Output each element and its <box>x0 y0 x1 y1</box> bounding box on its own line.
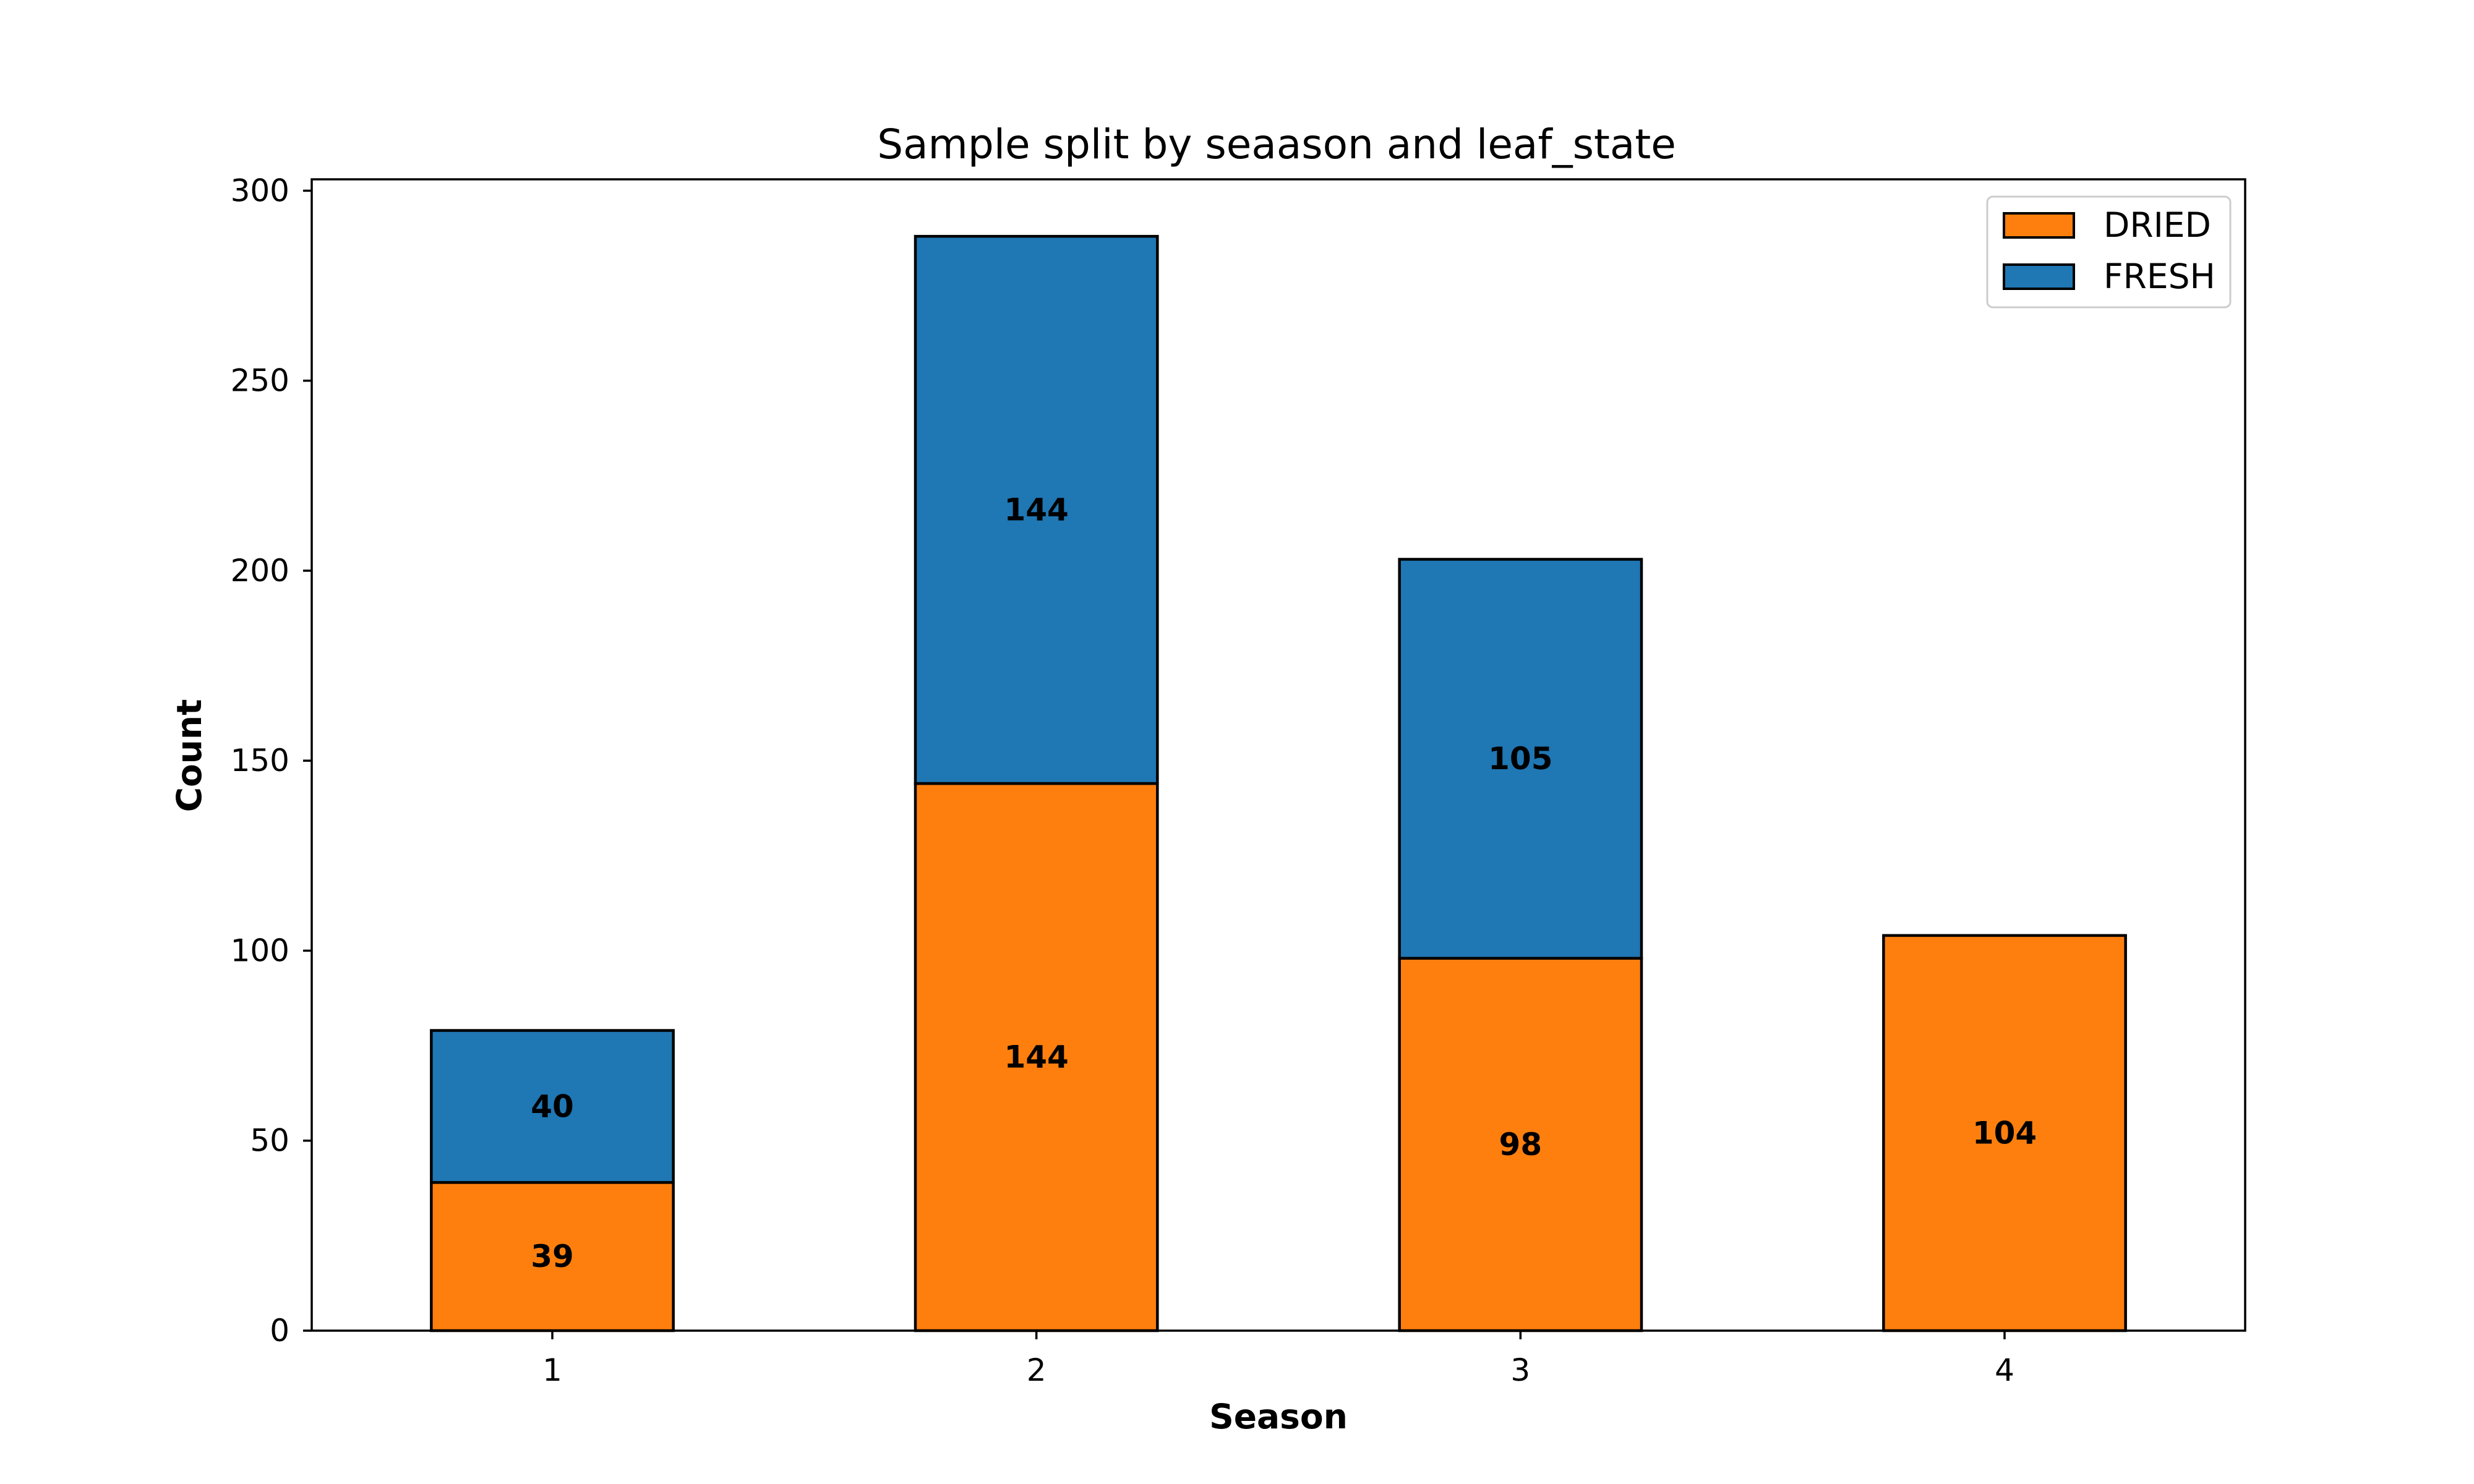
y-axis: 0 50 100 150 200 250 300 <box>231 173 312 1349</box>
y-tick-label: 200 <box>231 553 289 589</box>
y-tick-label: 300 <box>231 173 289 208</box>
y-tick-label: 150 <box>231 743 289 778</box>
x-axis-label: Season <box>1209 1397 1348 1436</box>
x-tick-label: 4 <box>1995 1352 2014 1388</box>
y-tick-label: 50 <box>250 1123 289 1159</box>
bar-label-fresh-season-2: 144 <box>1004 492 1068 528</box>
legend: DRIED FRESH <box>1986 195 2232 309</box>
y-tick-label: 100 <box>231 932 289 968</box>
bar-dried-season-4 <box>1882 934 2127 1333</box>
legend-label-dried: DRIED <box>2104 205 2211 245</box>
bar-fresh-season-1 <box>430 1029 675 1184</box>
legend-items: DRIED FRESH <box>2003 205 2215 296</box>
bar-label-dried-season-1: 39 <box>531 1239 574 1274</box>
legend-swatch-dried <box>2003 212 2075 239</box>
legend-label-fresh: FRESH <box>2104 257 2215 296</box>
bar-label-fresh-season-1: 40 <box>531 1088 574 1124</box>
plot-frame <box>310 178 2246 1332</box>
bar-label-dried-season-3: 98 <box>1499 1127 1543 1162</box>
chart-title: Sample split by seaason and leaf_state <box>877 121 1676 168</box>
x-axis: 1 2 3 4 <box>542 1331 2014 1388</box>
bar-label-dried-season-4: 104 <box>1972 1115 2037 1151</box>
bar-label-dried-season-2: 144 <box>1004 1039 1068 1075</box>
x-tick-label: 3 <box>1510 1352 1530 1388</box>
bar-label-fresh-season-3: 105 <box>1488 741 1552 777</box>
bar-fresh-season-3 <box>1398 558 1643 960</box>
y-tick-label: 0 <box>270 1313 289 1349</box>
bar-dried-season-2 <box>914 782 1159 1333</box>
legend-swatch-fresh <box>2003 263 2075 290</box>
bar-labels-layer: 39 40 144 144 98 105 104 <box>531 492 2037 1275</box>
bars-layer <box>430 234 2127 1333</box>
x-tick-label: 2 <box>1027 1352 1047 1388</box>
x-tick-label: 1 <box>542 1352 562 1388</box>
bar-fresh-season-2 <box>914 234 1159 785</box>
y-tick-label: 250 <box>231 363 289 399</box>
bar-dried-season-1 <box>430 1181 675 1333</box>
y-axis-label: Count <box>169 699 209 812</box>
